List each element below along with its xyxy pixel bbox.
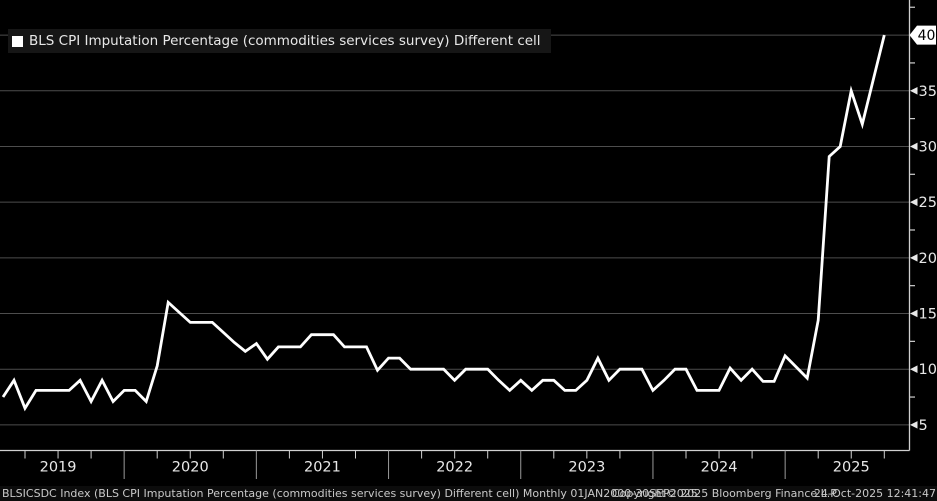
last-value-tag-label: 40 — [918, 28, 936, 44]
y-axis-tick-label: 15 — [919, 307, 937, 323]
y-axis-tick-label: 25 — [919, 195, 937, 211]
y-axis-tick-label: 10 — [919, 362, 937, 378]
y-gridlines — [0, 34, 910, 426]
legend-marker-icon — [12, 35, 23, 47]
chart-plot-area[interactable]: 2019 2020 2021 2022 2023 2024 2025510152025303… — [0, 0, 937, 485]
x-axis-year-label: 2019 — [40, 460, 77, 476]
y-axis-tick-label: 5 — [919, 418, 928, 434]
y-axis-tick-label: 30 — [919, 139, 937, 155]
security-description: BLSICSDC Index (BLS CPI Imputation Perce… — [2, 487, 698, 500]
legend-item[interactable]: BLS CPI Imputation Percentage (commoditi… — [8, 29, 551, 53]
legend-label: BLS CPI Imputation Percentage (commoditi… — [29, 33, 541, 49]
x-axis-year-label: 2020 — [172, 460, 209, 476]
last-value-tag: 40 — [909, 25, 936, 45]
y-axis: 5 10 15 20 25 30 35 40 — [908, 0, 937, 451]
series-line[interactable] — [1, 34, 886, 412]
footer-bar: BLSICSDC Index (BLS CPI Imputation Perce… — [0, 486, 937, 501]
x-axis-year-label: 2024 — [701, 460, 738, 476]
x-axis-year-label: 2021 — [304, 460, 341, 476]
x-axis-year-label: 2022 — [436, 460, 473, 476]
timestamp: 24-Oct-2025 12:41:47 — [813, 487, 936, 500]
y-axis-tick-label: 35 — [919, 84, 937, 100]
x-axis-year-label: 2025 — [833, 460, 870, 476]
x-axis-year-label: 2023 — [568, 460, 605, 476]
y-axis-tick-label: 20 — [919, 251, 937, 267]
x-axis: 2019 2020 2021 2022 2023 2024 2025 — [0, 449, 910, 479]
copyright-notice: Copyright© 2025 Bloomberg Finance L.P. — [612, 487, 839, 500]
